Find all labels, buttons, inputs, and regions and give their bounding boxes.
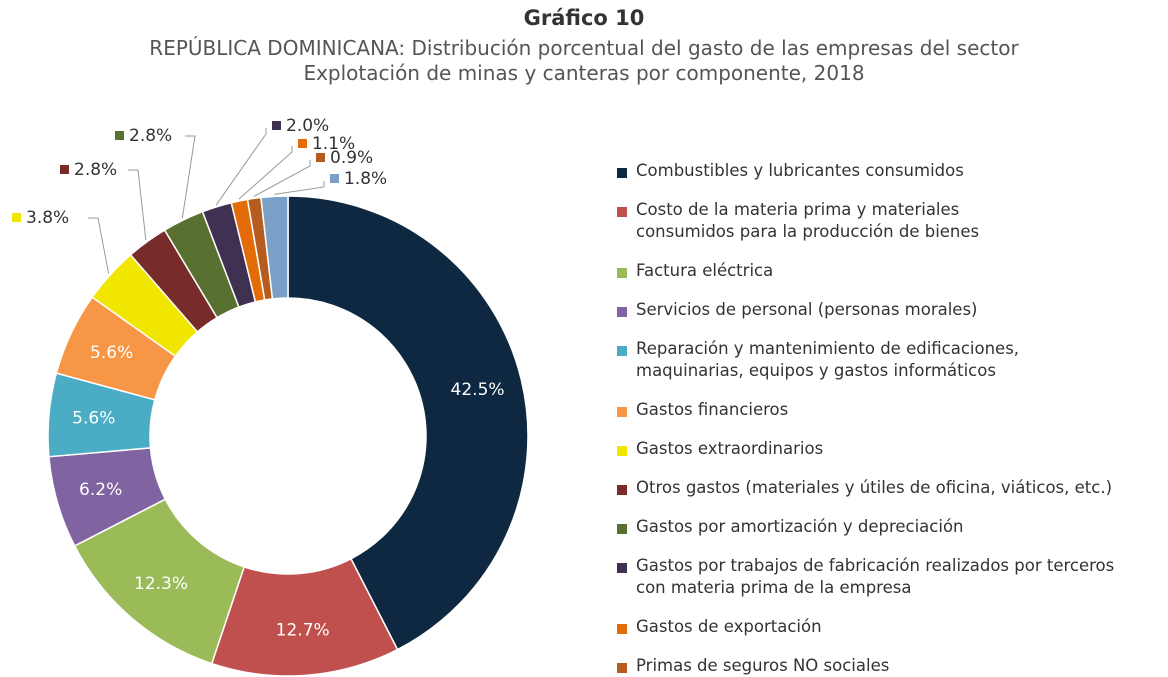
legend-item: Primas de seguros NO sociales [617,655,1168,677]
legend-swatch [617,524,627,534]
legend-label: Servicios de personal (personas morales) [636,300,978,319]
label-swatch [330,174,339,183]
legend-label: Combustibles y lubricantes consumidos [636,161,964,180]
legend-swatch [617,268,627,278]
legend-label: Gastos financieros [636,400,789,419]
label-swatch [272,121,281,130]
legend-swatch [617,485,627,495]
chart-subtitle: REPÚBLICA DOMINICANA: Distribución porce… [149,36,1019,85]
legend-swatch [617,446,627,456]
leader-line [238,146,293,200]
legend-item: Gastos por amortización y depreciación [617,516,1168,538]
data-label: 42.5% [451,380,505,400]
label-swatch [316,153,325,162]
legend-item: Factura eléctrica [617,260,1168,282]
legend-item: Gastos financieros [617,399,1168,421]
label-swatch [115,131,124,140]
legend-swatch [617,624,627,634]
label-swatch [60,165,69,174]
leader-line [274,181,325,195]
slice [287,195,529,651]
legend-label: Reparación y mantenimiento de edificacio… [636,339,1020,380]
legend-swatch [617,407,627,417]
legend-label: Gastos extraordinarios [636,439,824,458]
legend-label: Factura eléctrica [636,261,774,280]
legend-swatch [617,563,627,573]
legend-item: Otros gastos (materiales y útiles de ofi… [617,477,1168,499]
legend-swatch [617,168,627,178]
data-label: 1.8% [344,169,387,189]
data-label: 5.6% [90,343,133,363]
legend-swatch [617,663,627,673]
legend-item: Gastos de exportación [617,616,1168,638]
label-swatch [298,139,307,148]
legend-label: Gastos de exportación [636,617,822,636]
legend-swatch [617,346,627,356]
data-label: 2.8% [74,160,117,180]
legend-label: Gastos por amortización y depreciación [636,517,964,536]
data-label: 0.9% [330,148,373,168]
data-label: 2.8% [129,126,172,146]
label-swatch [12,213,21,222]
chart-title: Gráfico 10 [523,6,645,30]
legend-item: Costo de la materia prima y materiales c… [617,199,1168,243]
legend-item: Reparación y mantenimiento de edificacio… [617,338,1168,382]
leader-line [88,217,110,274]
leader-line [128,169,147,241]
leader-line [215,128,267,206]
data-label: 2.0% [286,116,329,136]
legend-item: Servicios de personal (personas morales) [617,299,1168,321]
data-label: 12.7% [276,620,330,640]
data-label: 3.8% [26,208,69,228]
legend-label: Otros gastos (materiales y útiles de ofi… [636,478,1113,497]
slice [260,195,289,300]
leader-line [253,160,311,197]
data-label: 5.6% [72,409,115,429]
legend-item: Combustibles y lubricantes consumidos [617,160,1168,182]
legend-item: Gastos por trabajos de fabricación reali… [617,555,1168,599]
leader-line [181,135,196,219]
data-label: 6.2% [79,480,122,500]
legend-label: Primas de seguros NO sociales [636,656,890,675]
legend: Combustibles y lubricantes consumidos Cos… [617,160,1168,677]
legend-swatch [617,307,627,317]
legend-label: Costo de la materia prima y materiales c… [636,200,980,241]
legend-swatch [617,207,627,217]
legend-label: Gastos por trabajos de fabricación reali… [636,556,1115,597]
legend-item: Gastos extraordinarios [617,438,1168,460]
data-label: 1.1% [312,134,355,154]
data-label: 12.3% [134,574,188,594]
